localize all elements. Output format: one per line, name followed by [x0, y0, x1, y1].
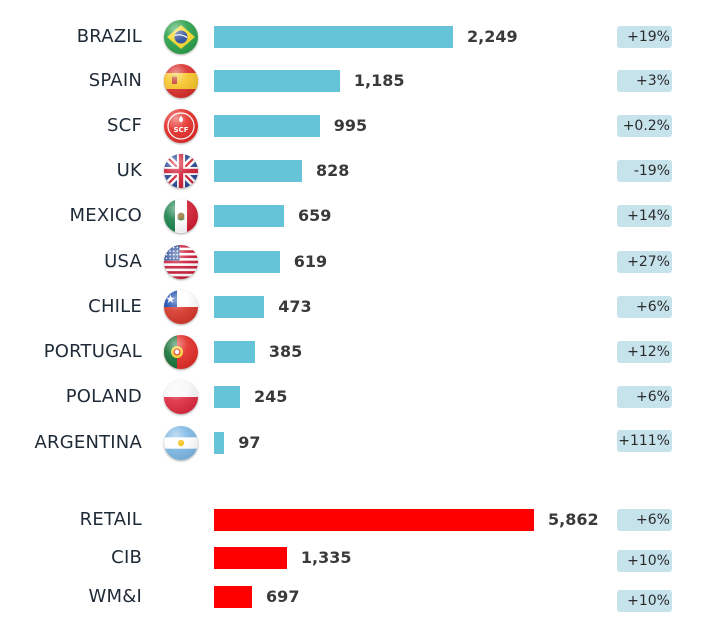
bar-portugal [214, 341, 255, 363]
uk-flag-icon [164, 154, 198, 188]
value-label-retail: 5,862 [548, 510, 599, 529]
chile-flag-icon [164, 290, 198, 324]
scf-logo-icon: SCF [164, 109, 198, 143]
value-label-chile: 473 [278, 297, 312, 316]
bar-mexico [214, 205, 285, 227]
value-label-portugal: 385 [268, 342, 303, 361]
bar-cib [214, 547, 287, 569]
value-label-uk: 828 [315, 161, 350, 180]
change-badge-uk: -19% [617, 160, 672, 182]
value-label-argentina: 97 [238, 433, 261, 452]
category-label-uk: UK [116, 160, 142, 181]
category-label-brazil: BRAZIL [76, 26, 142, 47]
change-badge-brazil: +19% [617, 26, 672, 48]
svg-text:SCF: SCF [174, 126, 189, 134]
value-label-cib: 1,335 [300, 548, 352, 567]
category-label-wm-and-i: WM&I [88, 586, 142, 607]
change-badge-poland: +6% [617, 386, 672, 408]
category-label-usa: USA [104, 251, 142, 272]
value-label-poland: 245 [254, 387, 288, 406]
value-label-spain: 1,185 [353, 71, 405, 90]
value-label-usa: 619 [293, 252, 328, 271]
category-label-mexico: MEXICO [69, 205, 142, 226]
portugal-flag-icon [164, 335, 198, 369]
change-badge-usa: +27% [617, 251, 672, 273]
change-badge-spain: +3% [617, 70, 672, 92]
bar-wm-and-i [214, 586, 253, 608]
bar-chile [214, 296, 265, 318]
change-badge-retail: +6% [617, 509, 672, 531]
change-badge-chile: +6% [617, 296, 672, 318]
change-badge-wm-and-i: +10% [617, 590, 672, 612]
bar-scf [214, 115, 320, 137]
value-label-mexico: 659 [298, 206, 332, 225]
change-badge-portugal: +12% [617, 341, 672, 363]
category-label-poland: POLAND [65, 386, 142, 407]
change-badge-scf: +0.2% [617, 115, 672, 137]
category-label-retail: RETAIL [79, 509, 142, 530]
bar-usa [214, 251, 280, 273]
bar-uk [214, 160, 302, 182]
bar-poland [214, 386, 241, 408]
value-label-scf: 995 [333, 116, 368, 135]
change-badge-mexico: +14% [617, 205, 672, 227]
change-badge-cib: +10% [617, 550, 672, 572]
category-label-chile: CHILE [88, 296, 142, 317]
bar-spain [214, 70, 340, 92]
mexico-flag-icon [164, 199, 198, 233]
bar-brazil [214, 26, 453, 48]
category-label-argentina: ARGENTINA [34, 432, 142, 453]
spain-flag-icon [164, 64, 198, 98]
category-label-cib: CIB [111, 547, 142, 568]
change-badge-argentina: +111% [617, 430, 672, 452]
usa-flag-icon [164, 245, 198, 279]
value-label-wm-and-i: 697 [266, 587, 300, 606]
category-label-scf: SCF [107, 115, 142, 136]
argentina-flag-icon [164, 426, 198, 460]
bar-argentina [214, 432, 225, 454]
poland-flag-icon [164, 380, 198, 414]
category-label-spain: SPAIN [88, 70, 142, 91]
brazil-flag-icon [164, 20, 198, 54]
bar-retail [214, 509, 534, 531]
category-label-portugal: PORTUGAL [43, 341, 142, 362]
value-label-brazil: 2,249 [467, 27, 518, 46]
